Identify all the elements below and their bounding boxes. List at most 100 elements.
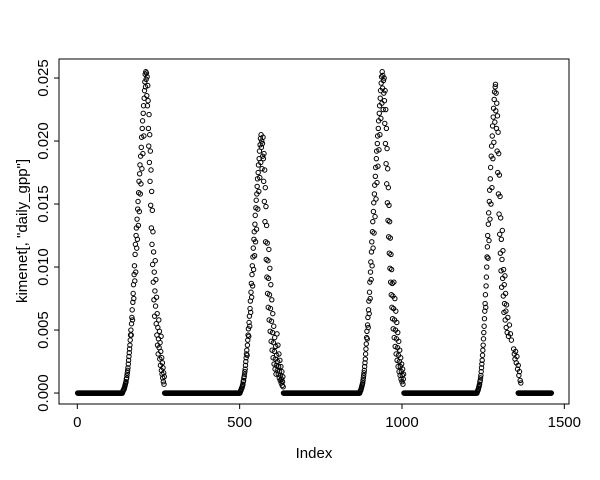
data-point (266, 292, 273, 298)
data-point (145, 125, 152, 132)
data-point (126, 350, 132, 356)
data-point (157, 339, 163, 346)
data-point (155, 351, 161, 357)
data-point (489, 184, 495, 191)
data-point (241, 373, 247, 380)
data-point (392, 295, 398, 302)
data-point (248, 294, 255, 300)
data-point (143, 76, 149, 82)
data-point (145, 82, 151, 89)
data-point (128, 327, 134, 333)
data-point (279, 379, 286, 385)
data-point (255, 169, 261, 176)
data-point (373, 196, 379, 202)
data-point (125, 365, 131, 371)
data-point (399, 366, 406, 372)
data-point (368, 276, 374, 283)
data-point (491, 96, 497, 103)
data-point (506, 322, 513, 328)
data-point (369, 263, 375, 269)
data-point (494, 100, 500, 106)
data-point (494, 113, 501, 119)
data-point (361, 367, 368, 374)
data-point (241, 371, 248, 377)
data-point (386, 218, 393, 225)
data-point (376, 147, 382, 153)
data-point (268, 318, 275, 324)
data-point (132, 251, 138, 258)
data-point (265, 258, 271, 264)
data-point (161, 373, 168, 380)
data-point (515, 362, 521, 369)
data-point (154, 310, 160, 317)
data-point (269, 297, 275, 303)
data-point (123, 379, 129, 385)
data-point (149, 261, 156, 268)
data-point (497, 250, 504, 256)
data-point (499, 227, 506, 234)
data-point (485, 255, 491, 261)
data-point (267, 305, 274, 312)
data-point (152, 303, 159, 309)
x-tick-label: 500 (227, 414, 252, 431)
data-point (276, 351, 282, 357)
data-point (478, 365, 485, 371)
data-point (491, 139, 497, 145)
data-point (518, 380, 524, 386)
data-point (242, 368, 248, 375)
data-point (503, 324, 509, 331)
data-point (488, 143, 495, 149)
data-point (256, 188, 262, 195)
data-point (247, 305, 253, 312)
data-point (496, 150, 502, 157)
data-point (264, 240, 270, 246)
data-point (362, 351, 369, 357)
data-point (132, 278, 138, 284)
data-point (395, 329, 401, 336)
data-point (267, 265, 273, 271)
data-point (274, 331, 280, 337)
data-point (271, 323, 277, 329)
data-point (133, 269, 139, 275)
data-point (138, 181, 144, 187)
data-point (387, 235, 393, 241)
data-point (362, 356, 368, 362)
data-point (505, 314, 511, 321)
data-point (251, 252, 258, 259)
data-point (253, 226, 260, 232)
data-point (156, 328, 163, 334)
data-point (257, 174, 263, 181)
data-point (479, 357, 485, 363)
data-point (490, 155, 496, 162)
data-point (477, 377, 483, 384)
data-point (503, 308, 509, 314)
data-point (153, 276, 159, 283)
data-point (261, 150, 267, 157)
data-point (147, 178, 153, 185)
data-point (148, 188, 155, 195)
data-point (270, 339, 277, 346)
data-point (268, 281, 274, 288)
data-point (370, 245, 376, 251)
data-point (135, 222, 142, 229)
data-point (497, 231, 503, 237)
data-point (485, 210, 492, 216)
data-point (400, 371, 407, 377)
data-point (482, 300, 488, 307)
data-point (159, 355, 165, 361)
data-point (364, 322, 371, 328)
data-point (244, 342, 251, 348)
data-point (361, 363, 368, 370)
data-point (483, 283, 489, 289)
data-point (498, 236, 505, 243)
data-point (148, 167, 154, 173)
data-point (484, 264, 490, 270)
data-point (252, 221, 258, 227)
plot-box (58, 58, 570, 405)
data-point (151, 297, 157, 303)
data-point (375, 163, 381, 169)
data-point (517, 377, 523, 384)
data-point (261, 167, 268, 173)
data-point (485, 221, 492, 227)
data-point (146, 143, 152, 149)
